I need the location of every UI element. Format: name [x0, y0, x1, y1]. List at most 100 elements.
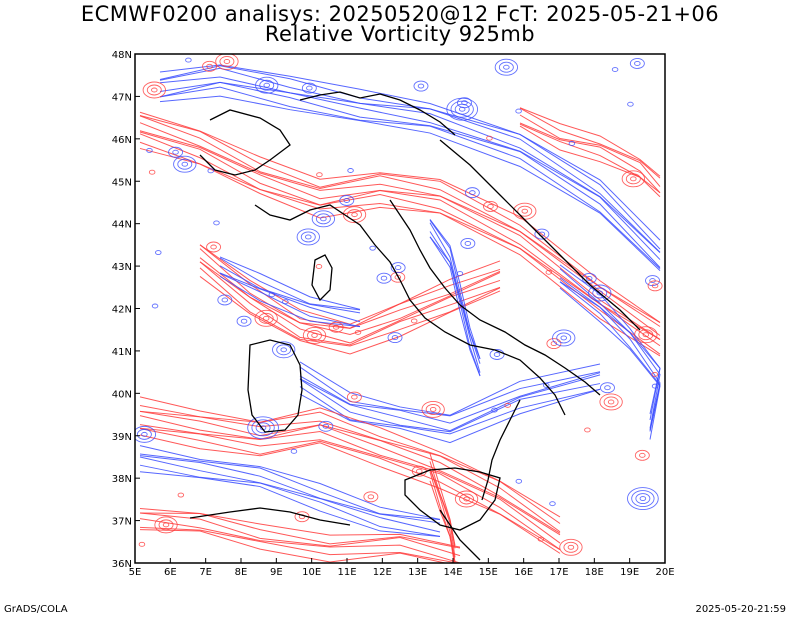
vorticity-contour-cell: [318, 420, 334, 432]
vorticity-contour-cell: [367, 494, 375, 500]
vorticity-contour-cell: [300, 231, 316, 243]
vorticity-contour-cell: [207, 168, 214, 174]
vorticity-contour: [519, 107, 661, 179]
vorticity-contour-cell: [332, 324, 340, 330]
vorticity-contour-cell: [621, 170, 645, 188]
vorticity-contour: [299, 386, 601, 435]
swiss-border: [199, 109, 291, 176]
vorticity-contour: [219, 257, 361, 311]
vorticity-contour-cell: [391, 335, 399, 341]
vorticity-contour-cell: [301, 82, 317, 94]
vorticity-contour-cell: [268, 292, 276, 298]
lon-tick-label: 18E: [585, 567, 604, 578]
vorticity-contour: [299, 378, 601, 433]
vorticity-contour: [139, 464, 441, 537]
vorticity-contour: [429, 468, 456, 558]
vorticity-contour-cell: [154, 516, 178, 534]
vorticity-contour-cell: [630, 176, 637, 182]
alpine-border: [299, 91, 456, 136]
vorticity-contour-cell: [315, 213, 331, 225]
vorticity-contour-cell: [642, 332, 650, 338]
vorticity-contour: [159, 67, 661, 253]
vorticity-contour: [199, 261, 501, 344]
vorticity-contour-cell: [282, 299, 289, 305]
vorticity-contour-cell: [458, 106, 466, 112]
vorticity-contour-cell: [206, 63, 213, 69]
balkan-coast: [439, 139, 641, 331]
vorticity-contour-cell: [223, 59, 231, 64]
vorticity-contour-cell: [255, 76, 279, 94]
render-timestamp: 2025-05-20-21:59: [695, 604, 786, 615]
vorticity-contour-cell: [394, 265, 402, 271]
vorticity-contour-cell: [215, 54, 239, 70]
vorticity-contour-cell: [627, 487, 659, 510]
vorticity-contour-cell: [290, 448, 298, 454]
map-title-line1: ECMWF0200 analisys: 20250520@12 FcT: 202…: [80, 2, 720, 26]
vorticity-contour-cell: [158, 519, 174, 531]
vorticity-contour-cell: [262, 315, 270, 321]
vorticity-contour-cell: [493, 352, 501, 357]
vorticity-contour: [429, 461, 456, 549]
vorticity-contour: [159, 65, 661, 250]
longitude-axis: 5E 6E 7E 8E 9E 10E 11E 12E 13E 14E 15E 16E 17E 18E 19E…: [129, 558, 675, 578]
vorticity-contour: [139, 122, 661, 336]
sardinia-outline: [247, 339, 303, 433]
vorticity-contour-cell: [328, 321, 344, 333]
vorticity-contour-cell: [259, 79, 275, 91]
vorticity-contour-cell: [151, 303, 159, 309]
vorticity-contour: [429, 219, 481, 360]
vorticity-contour-cell: [596, 290, 603, 296]
vorticity-contour-cell: [625, 173, 641, 185]
lon-tick-label: 13E: [408, 567, 427, 578]
vorticity-contour-cell: [363, 491, 379, 503]
vorticity-contour-cell: [600, 382, 615, 394]
vorticity-contour-cell: [634, 61, 641, 66]
vorticity-contour-cell: [351, 394, 358, 400]
vorticity-contour-cell: [311, 210, 336, 228]
vorticity-contour: [139, 526, 460, 563]
vorticity-contour-cell: [162, 522, 170, 528]
vorticity-contour-cell: [634, 326, 658, 344]
vorticity-contour-cell: [296, 228, 320, 246]
vorticity-contour-cell: [213, 220, 220, 226]
vorticity-contour-cell: [450, 100, 474, 118]
vorticity-contour-cell: [639, 496, 647, 501]
vorticity-contour-cell: [635, 493, 651, 504]
vorticity-contour-cell: [567, 544, 575, 550]
vorticity-contour: [159, 86, 661, 270]
vorticity-contour-cell: [421, 400, 445, 418]
vorticity-contour-cell: [456, 271, 464, 277]
vorticity-contour-cell: [135, 425, 157, 443]
vorticity-contour-cell: [559, 538, 583, 556]
vorticity-contour: [139, 507, 461, 548]
vorticity-contour-cell: [173, 155, 197, 173]
vorticity-contour-cell: [302, 326, 327, 344]
vorticity-contour-cell: [515, 108, 522, 114]
vorticity-contour-cell: [607, 399, 615, 405]
lat-tick-label: 41N: [112, 347, 132, 358]
vorticity-contour-cell: [494, 58, 519, 76]
vorticity-contour-cell: [459, 493, 474, 505]
vorticity-contour-cell: [489, 349, 505, 360]
vorticity-contour-cell: [217, 294, 233, 306]
vorticity-contour-cell: [585, 275, 593, 281]
vorticity-contour-cell: [347, 168, 354, 173]
vorticity-contour-cell: [251, 419, 275, 437]
italy-west-coast: [254, 204, 566, 416]
vorticity-contour-cell: [390, 262, 406, 274]
vorticity-contour: [429, 219, 481, 360]
vorticity-contour-cell: [604, 385, 611, 391]
vorticity-contour-cell: [322, 423, 330, 429]
vorticity-contour-cell: [454, 103, 470, 115]
calabria-coast: [481, 399, 521, 501]
vorticity-contour-cell: [311, 332, 318, 338]
vorticity-contour-cell: [210, 244, 217, 250]
vorticity-contour-cell: [320, 216, 327, 222]
lon-tick-label: 12E: [373, 567, 392, 578]
lon-tick-label: 7E: [199, 567, 212, 578]
vorticity-contour: [139, 518, 461, 563]
lat-tick-label: 46N: [112, 135, 132, 146]
tunisia-coast: [439, 509, 481, 561]
vorticity-contour: [139, 404, 561, 524]
